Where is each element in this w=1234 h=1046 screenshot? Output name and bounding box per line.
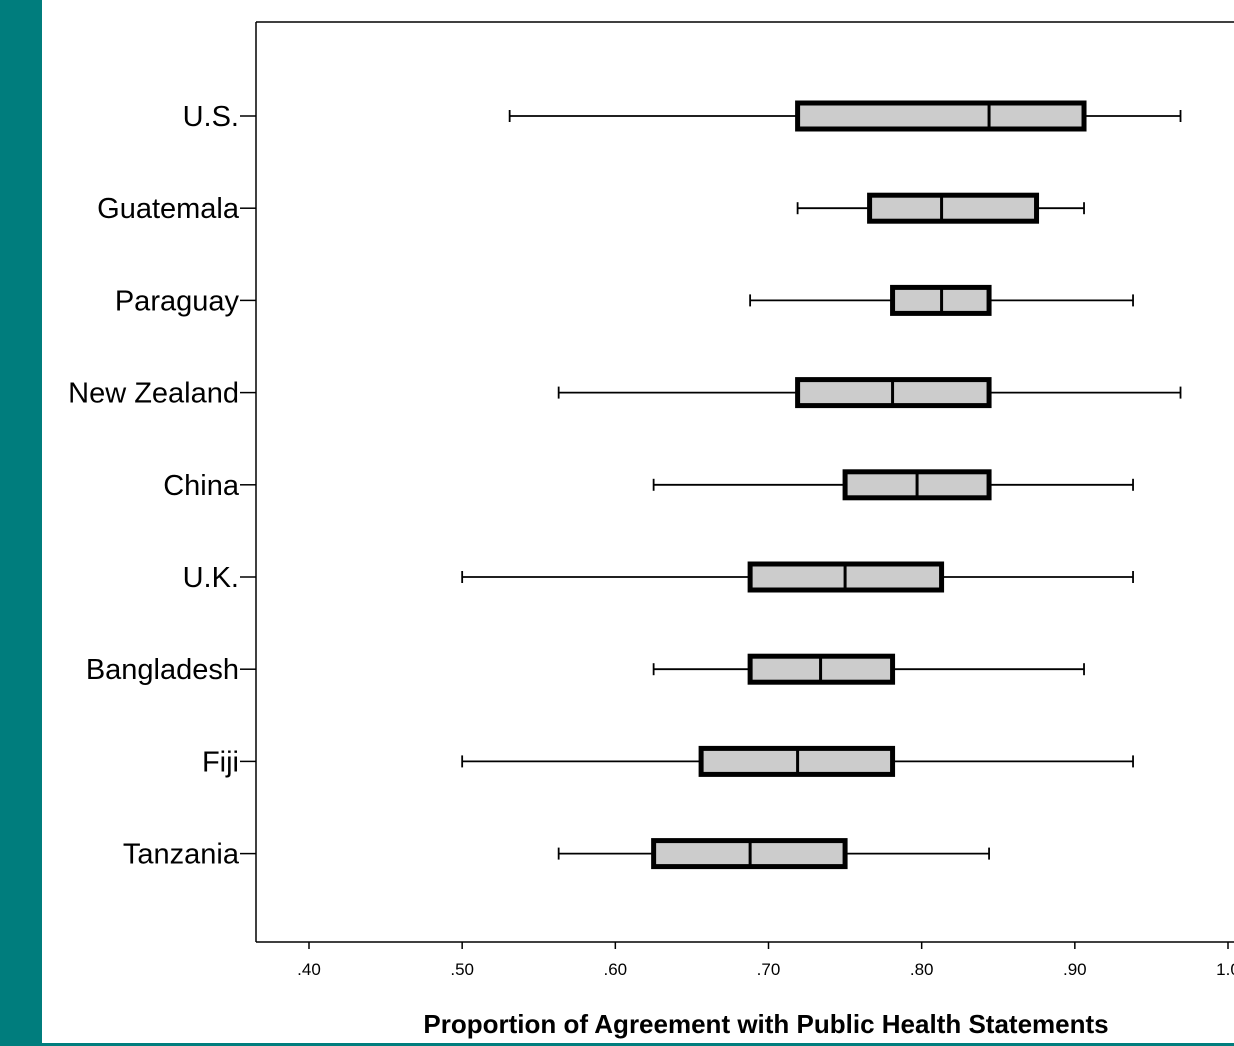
category-label: Fiji <box>202 746 239 778</box>
x-tick-label: .70 <box>757 960 781 979</box>
box-u-k <box>461 561 1134 593</box>
x-tick-label: .80 <box>910 960 934 979</box>
iqr-box <box>795 100 1087 132</box>
category-label: Bangladesh <box>86 654 239 686</box>
chart-panel: U.S. Guatemala Paraguay New Zealand China U.K… <box>42 0 1234 1043</box>
category-label: Guatemala <box>97 193 240 225</box>
x-tick-label: 1.0 <box>1216 960 1234 979</box>
box-guatemala <box>796 192 1085 224</box>
box-u-s <box>508 100 1182 132</box>
x-tick-label: .50 <box>450 960 474 979</box>
category-label: U.K. <box>183 562 239 594</box>
category-label: China <box>163 470 240 502</box>
category-labels: U.S. Guatemala Paraguay New Zealand China U.K… <box>68 101 240 871</box>
boxes <box>461 100 1182 870</box>
box-paraguay <box>749 284 1134 316</box>
x-tick-label: .60 <box>604 960 628 979</box>
box-fiji <box>461 745 1134 777</box>
x-tick-labels: .40 .50 .60 .70 .80 .90 1.0 <box>297 960 1234 979</box>
category-label: Tanzania <box>123 839 240 871</box>
box-new-zealand <box>557 377 1182 409</box>
x-tick-label: .90 <box>1063 960 1087 979</box>
x-tick-label: .40 <box>297 960 321 979</box>
x-axis-label: Proportion of Agreement with Public Heal… <box>423 1009 1108 1039</box>
box-bangladesh <box>652 653 1085 685</box>
box-tanzania <box>557 838 990 870</box>
boxplot-chart: U.S. Guatemala Paraguay New Zealand China U.K… <box>68 21 1234 1039</box>
iqr-box <box>867 192 1040 224</box>
category-label: U.S. <box>183 101 239 133</box>
category-label: Paraguay <box>115 285 240 317</box>
box-china <box>652 469 1134 501</box>
axes <box>240 21 1234 949</box>
category-label: New Zealand <box>68 378 239 410</box>
